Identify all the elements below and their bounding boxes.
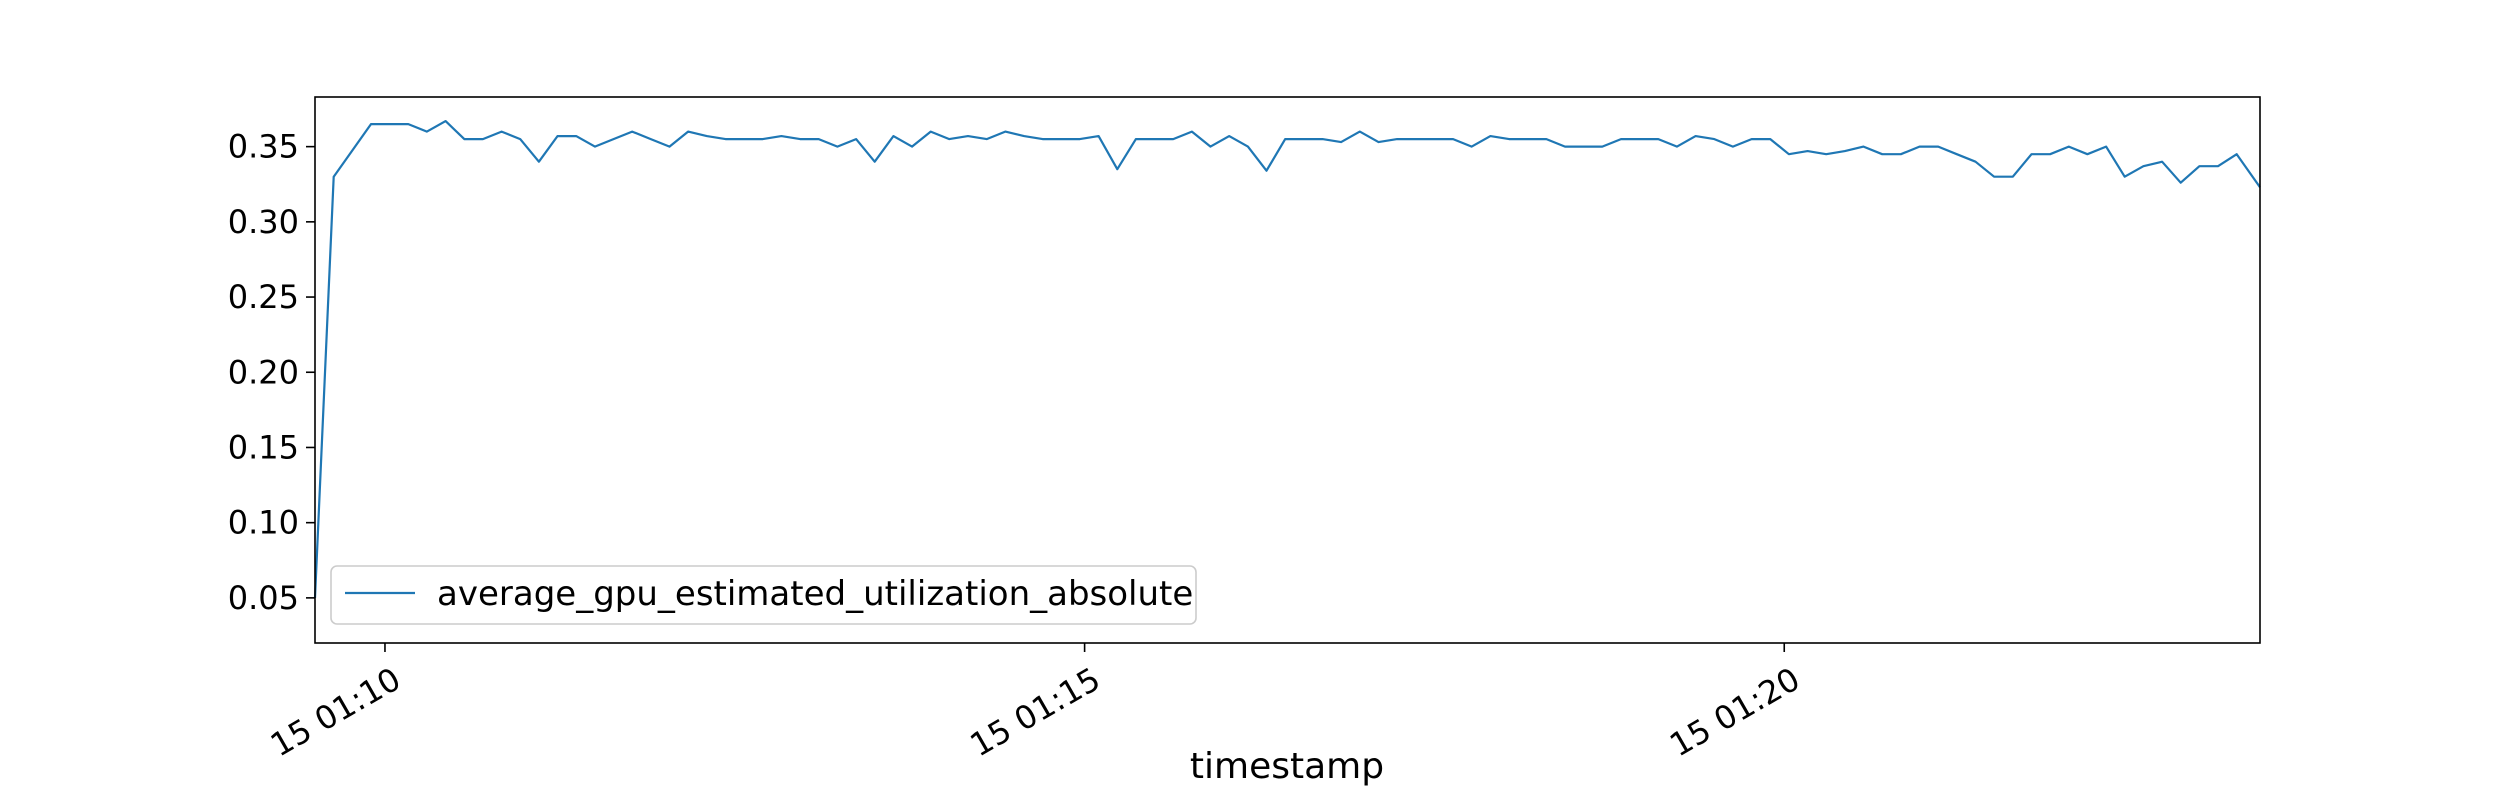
y-tick-label: 0.20	[228, 353, 299, 391]
plot-layer	[313, 119, 2261, 598]
y-tick-label: 0.30	[228, 203, 299, 241]
series-line-0	[313, 119, 2261, 598]
y-tick-label: 0.15	[228, 428, 299, 466]
y-axis-ticks: 0.05 0.10 0.15 0.20 0.25 0.30 0.35	[228, 128, 315, 617]
plot-frame	[314, 96, 2261, 644]
legend: average_gpu_estimated_utilization_absolu…	[330, 565, 1197, 625]
y-tick-label: 0.10	[228, 504, 299, 542]
x-axis-label: timestamp	[1190, 746, 1384, 787]
y-tick-label: 0.05	[228, 579, 299, 617]
legend-box	[330, 565, 1197, 625]
legend-series-label: average_gpu_estimated_utilization_absolu…	[437, 574, 1193, 614]
y-tick-label: 0.35	[228, 128, 299, 166]
y-tick-label: 0.25	[228, 278, 299, 316]
